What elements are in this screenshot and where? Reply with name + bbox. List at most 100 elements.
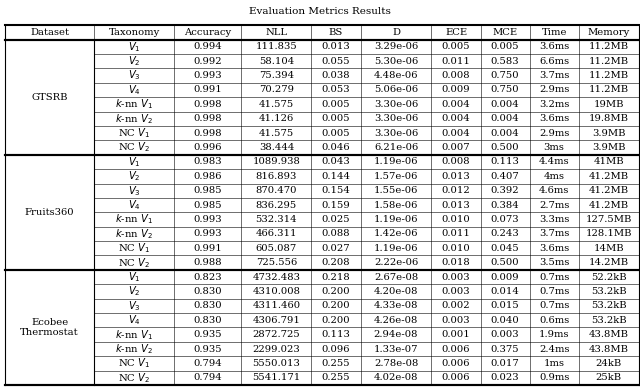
Text: 0.998: 0.998 bbox=[193, 100, 222, 109]
Text: 4ms: 4ms bbox=[543, 172, 564, 181]
Text: 0.096: 0.096 bbox=[322, 344, 350, 354]
Text: 52.2kB: 52.2kB bbox=[591, 272, 627, 282]
Text: 5541.171: 5541.171 bbox=[252, 373, 301, 382]
Text: 0.993: 0.993 bbox=[193, 229, 222, 238]
Text: 1.42e-06: 1.42e-06 bbox=[374, 229, 419, 238]
Text: 0.014: 0.014 bbox=[491, 287, 520, 296]
Text: 53.2kB: 53.2kB bbox=[591, 287, 627, 296]
Text: 0.750: 0.750 bbox=[491, 86, 520, 94]
Text: 0.935: 0.935 bbox=[193, 330, 222, 339]
Text: Fruits360: Fruits360 bbox=[25, 208, 74, 217]
Text: $k$-nn $V_2$: $k$-nn $V_2$ bbox=[115, 227, 153, 241]
Text: 0.991: 0.991 bbox=[193, 244, 222, 253]
Text: 0.7ms: 0.7ms bbox=[539, 272, 570, 282]
Text: 0.013: 0.013 bbox=[322, 42, 350, 51]
Text: 1.19e-06: 1.19e-06 bbox=[374, 244, 419, 253]
Text: 0.991: 0.991 bbox=[193, 86, 222, 94]
Text: 5.30e-06: 5.30e-06 bbox=[374, 57, 418, 66]
Text: 2299.023: 2299.023 bbox=[253, 344, 300, 354]
Text: 0.025: 0.025 bbox=[322, 215, 350, 224]
Text: 75.394: 75.394 bbox=[259, 71, 294, 80]
Text: 725.556: 725.556 bbox=[256, 258, 297, 267]
Text: 41.575: 41.575 bbox=[259, 128, 294, 138]
Text: 5550.013: 5550.013 bbox=[253, 359, 300, 368]
Text: 11.2MB: 11.2MB bbox=[589, 86, 628, 94]
Text: 41.2MB: 41.2MB bbox=[589, 172, 628, 181]
Text: 870.470: 870.470 bbox=[256, 186, 297, 195]
Text: $k$-nn $V_1$: $k$-nn $V_1$ bbox=[115, 212, 153, 226]
Text: 4306.791: 4306.791 bbox=[253, 316, 300, 325]
Text: 43.8MB: 43.8MB bbox=[589, 344, 628, 354]
Text: 3.6ms: 3.6ms bbox=[539, 244, 570, 253]
Text: 0.013: 0.013 bbox=[442, 172, 470, 181]
Text: 4732.483: 4732.483 bbox=[252, 272, 300, 282]
Text: 1.55e-06: 1.55e-06 bbox=[374, 186, 418, 195]
Text: 0.583: 0.583 bbox=[491, 57, 520, 66]
Text: 0.993: 0.993 bbox=[193, 215, 222, 224]
Text: 19.8MB: 19.8MB bbox=[589, 114, 628, 123]
Text: 0.004: 0.004 bbox=[442, 114, 470, 123]
Text: Ecobee
Thermostat: Ecobee Thermostat bbox=[20, 318, 79, 337]
Text: GTSRB: GTSRB bbox=[31, 92, 68, 102]
Text: 3.7ms: 3.7ms bbox=[539, 229, 570, 238]
Text: 0.500: 0.500 bbox=[491, 258, 520, 267]
Text: 816.893: 816.893 bbox=[256, 172, 297, 181]
Text: 0.986: 0.986 bbox=[193, 172, 222, 181]
Text: 4310.008: 4310.008 bbox=[252, 287, 300, 296]
Text: 0.992: 0.992 bbox=[193, 57, 222, 66]
Text: 43.8MB: 43.8MB bbox=[589, 330, 628, 339]
Text: $k$-nn $V_1$: $k$-nn $V_1$ bbox=[115, 328, 153, 342]
Text: 3.30e-06: 3.30e-06 bbox=[374, 114, 418, 123]
Text: 1.57e-06: 1.57e-06 bbox=[374, 172, 418, 181]
Text: 1.19e-06: 1.19e-06 bbox=[374, 215, 419, 224]
Text: 0.830: 0.830 bbox=[193, 287, 222, 296]
Text: 0.005: 0.005 bbox=[322, 128, 350, 138]
Text: 3.30e-06: 3.30e-06 bbox=[374, 100, 418, 109]
Text: 4311.460: 4311.460 bbox=[252, 301, 301, 310]
Text: 3.9MB: 3.9MB bbox=[592, 128, 625, 138]
Text: $k$-nn $V_2$: $k$-nn $V_2$ bbox=[115, 342, 153, 356]
Text: Accuracy: Accuracy bbox=[184, 28, 232, 37]
Text: 0.384: 0.384 bbox=[491, 200, 520, 210]
Text: $V_4$: $V_4$ bbox=[128, 83, 141, 97]
Text: $k$-nn $V_1$: $k$-nn $V_1$ bbox=[115, 98, 153, 111]
Text: $V_1$: $V_1$ bbox=[128, 270, 141, 284]
Text: 19MB: 19MB bbox=[593, 100, 624, 109]
Text: 0.005: 0.005 bbox=[491, 42, 520, 51]
Text: 0.985: 0.985 bbox=[193, 200, 222, 210]
Text: $V_2$: $V_2$ bbox=[128, 170, 140, 183]
Text: 0.935: 0.935 bbox=[193, 344, 222, 354]
Text: 6.6ms: 6.6ms bbox=[539, 57, 569, 66]
Text: 1.58e-06: 1.58e-06 bbox=[374, 200, 418, 210]
Text: 2.78e-08: 2.78e-08 bbox=[374, 359, 418, 368]
Text: $V_1$: $V_1$ bbox=[128, 40, 141, 54]
Text: 0.004: 0.004 bbox=[491, 100, 520, 109]
Text: 0.018: 0.018 bbox=[442, 258, 470, 267]
Text: 0.011: 0.011 bbox=[442, 229, 470, 238]
Text: 4.20e-08: 4.20e-08 bbox=[374, 287, 419, 296]
Text: 2872.725: 2872.725 bbox=[253, 330, 300, 339]
Text: Memory: Memory bbox=[588, 28, 630, 37]
Text: 25kB: 25kB bbox=[596, 373, 622, 382]
Text: D: D bbox=[392, 28, 400, 37]
Text: 0.053: 0.053 bbox=[322, 86, 350, 94]
Text: $V_3$: $V_3$ bbox=[128, 68, 141, 82]
Text: 1089.938: 1089.938 bbox=[253, 158, 300, 166]
Text: 6.21e-06: 6.21e-06 bbox=[374, 143, 418, 152]
Text: 11.2MB: 11.2MB bbox=[589, 71, 628, 80]
Text: 4.48e-06: 4.48e-06 bbox=[374, 71, 419, 80]
Text: 53.2kB: 53.2kB bbox=[591, 316, 627, 325]
Text: 0.038: 0.038 bbox=[322, 71, 350, 80]
Text: 0.9ms: 0.9ms bbox=[539, 373, 570, 382]
Text: 0.7ms: 0.7ms bbox=[539, 301, 570, 310]
Text: 0.218: 0.218 bbox=[322, 272, 350, 282]
Text: ECE: ECE bbox=[445, 28, 467, 37]
Text: $k$-nn $V_2$: $k$-nn $V_2$ bbox=[115, 112, 153, 126]
Text: 0.040: 0.040 bbox=[491, 316, 520, 325]
Text: 14MB: 14MB bbox=[593, 244, 624, 253]
Text: 0.088: 0.088 bbox=[322, 229, 350, 238]
Text: 0.159: 0.159 bbox=[322, 200, 350, 210]
Text: NC $V_1$: NC $V_1$ bbox=[118, 241, 150, 255]
Text: 0.113: 0.113 bbox=[491, 158, 520, 166]
Text: 0.500: 0.500 bbox=[491, 143, 520, 152]
